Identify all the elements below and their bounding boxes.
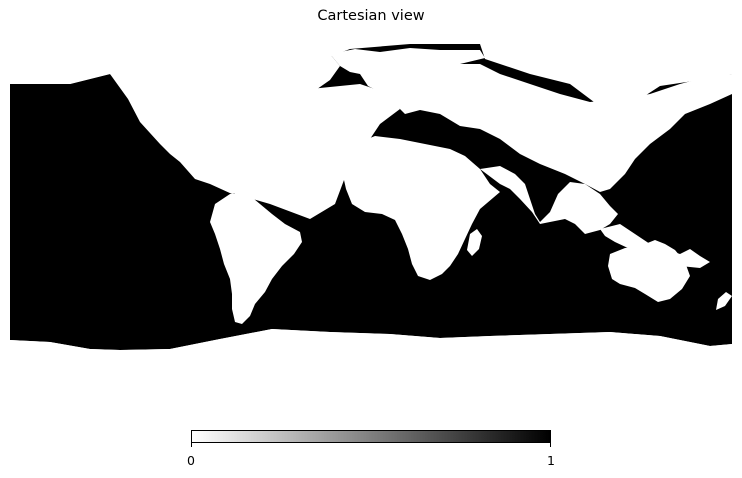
colorbar-max-label: 1 — [547, 453, 555, 468]
land-south-america — [210, 194, 302, 324]
colorbar-tick-min — [191, 443, 192, 447]
world-map — [10, 44, 732, 354]
land-new-zealand — [716, 292, 732, 310]
land-north-america — [10, 49, 340, 194]
land-antarctica — [10, 329, 732, 354]
colorbar-tick-max — [550, 443, 551, 447]
land-south-asia — [480, 166, 618, 234]
colorbar — [191, 430, 551, 443]
land-africa — [340, 136, 500, 280]
land-madagascar — [467, 229, 482, 256]
land-eurasia — [350, 64, 732, 192]
colorbar-min-label: 0 — [187, 453, 195, 468]
land-australia — [608, 240, 690, 302]
map-title: Cartesian view — [317, 8, 425, 24]
land-greenland — [330, 48, 485, 110]
